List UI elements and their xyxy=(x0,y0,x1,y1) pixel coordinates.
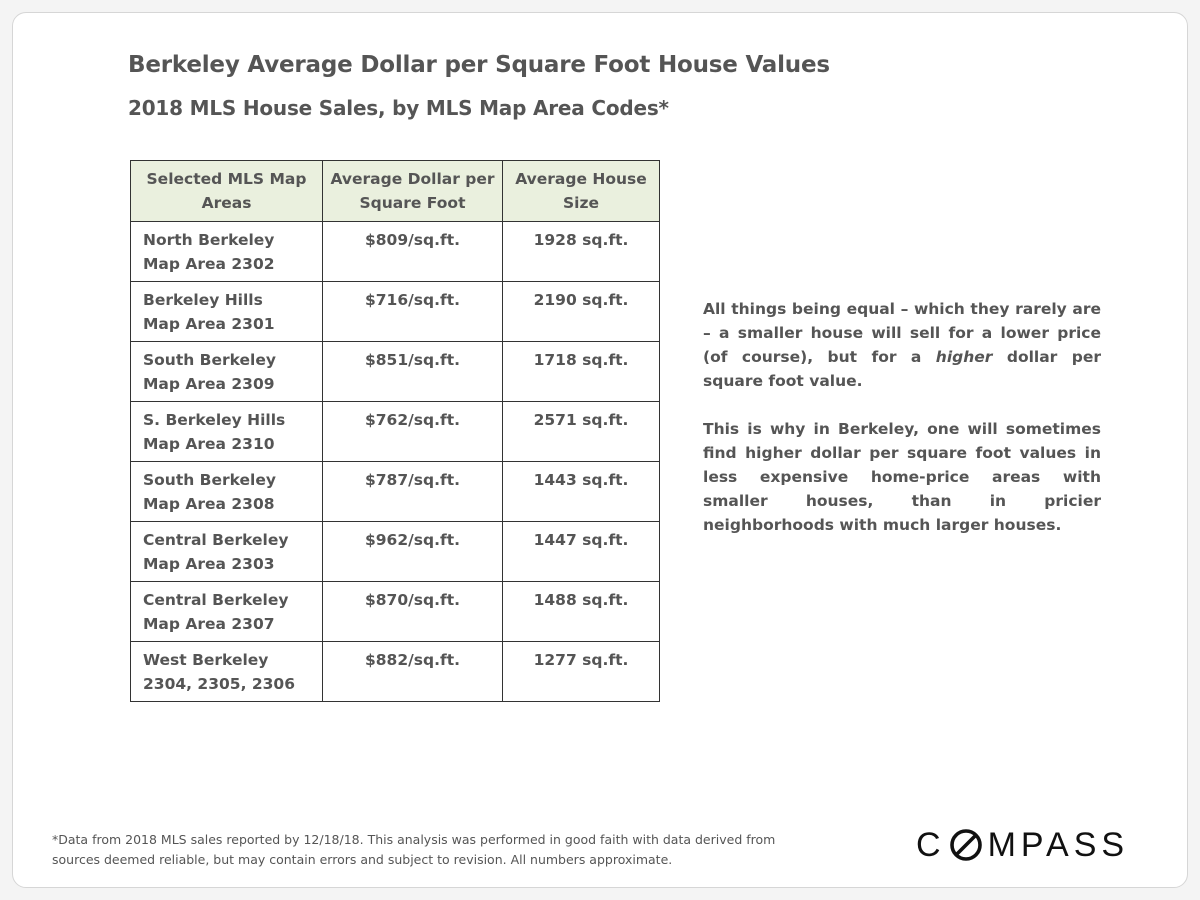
table-row: Central Berkeley Map Area 2307 $870/sq.ft… xyxy=(130,581,660,642)
area-cell: West Berkeley 2304, 2305, 2306 xyxy=(130,641,323,702)
mls-area-table: Selected MLS Map Areas Average Dollar pe… xyxy=(130,160,660,702)
area-name: South Berkeley xyxy=(143,471,276,489)
area-cell: South Berkeley Map Area 2308 xyxy=(130,461,323,522)
area-cell: Central Berkeley Map Area 2303 xyxy=(130,521,323,582)
size-cell: 1718 sq.ft. xyxy=(502,341,660,402)
area-code: Map Area 2308 xyxy=(143,495,275,513)
area-name: South Berkeley xyxy=(143,351,276,369)
column-header-area: Selected MLS Map Areas xyxy=(130,160,323,222)
table-row: S. Berkeley Hills Map Area 2310 $762/sq.f… xyxy=(130,401,660,462)
price-cell: $809/sq.ft. xyxy=(322,221,503,282)
area-code: 2304, 2305, 2306 xyxy=(143,675,295,693)
area-code: Map Area 2301 xyxy=(143,315,275,333)
column-header-size: Average House Size xyxy=(502,160,660,222)
size-cell: 1488 sq.ft. xyxy=(502,581,660,642)
compass-o-icon xyxy=(949,829,982,861)
footnote-line-2: sources deemed reliable, but may contain… xyxy=(52,852,673,867)
area-name: Central Berkeley xyxy=(143,531,289,549)
area-name: Central Berkeley xyxy=(143,591,289,609)
price-cell: $882/sq.ft. xyxy=(322,641,503,702)
size-cell: 1277 sq.ft. xyxy=(502,641,660,702)
logo-letters-rest: MPASS xyxy=(987,825,1130,864)
footnote-line-1: *Data from 2018 MLS sales reported by 12… xyxy=(52,832,776,847)
area-code: Map Area 2309 xyxy=(143,375,275,393)
table-row: Central Berkeley Map Area 2303 $962/sq.ft… xyxy=(130,521,660,582)
explanation-text: All things being equal – which they rare… xyxy=(703,297,1101,561)
logo-letter-c: C xyxy=(916,825,946,864)
area-code: Map Area 2302 xyxy=(143,255,275,273)
explanation-text-part: dollar per square foot value. xyxy=(703,348,1101,390)
table-row: South Berkeley Map Area 2309 $851/sq.ft. … xyxy=(130,341,660,402)
area-cell: South Berkeley Map Area 2309 xyxy=(130,341,323,402)
area-name: West Berkeley xyxy=(143,651,269,669)
area-code: Map Area 2310 xyxy=(143,435,275,453)
area-cell: Central Berkeley Map Area 2307 xyxy=(130,581,323,642)
table-row: North Berkeley Map Area 2302 $809/sq.ft. … xyxy=(130,221,660,282)
area-name: Berkeley Hills xyxy=(143,291,263,309)
size-cell: 1928 sq.ft. xyxy=(502,221,660,282)
page-subtitle: 2018 MLS House Sales, by MLS Map Area Co… xyxy=(128,96,669,120)
table-row: South Berkeley Map Area 2308 $787/sq.ft. … xyxy=(130,461,660,522)
area-name: S. Berkeley Hills xyxy=(143,411,286,429)
data-footnote: *Data from 2018 MLS sales reported by 12… xyxy=(52,830,872,870)
emphasis-higher: higher xyxy=(935,348,993,366)
column-header-price: Average Dollar per Square Foot xyxy=(322,160,503,222)
table-row: West Berkeley 2304, 2305, 2306 $882/sq.ft… xyxy=(130,641,660,702)
area-cell: North Berkeley Map Area 2302 xyxy=(130,221,323,282)
price-cell: $962/sq.ft. xyxy=(322,521,503,582)
area-code: Map Area 2307 xyxy=(143,615,275,633)
area-cell: Berkeley Hills Map Area 2301 xyxy=(130,281,323,342)
price-cell: $787/sq.ft. xyxy=(322,461,503,522)
page-title: Berkeley Average Dollar per Square Foot … xyxy=(128,52,830,78)
area-code: Map Area 2303 xyxy=(143,555,275,573)
size-cell: 1447 sq.ft. xyxy=(502,521,660,582)
price-cell: $762/sq.ft. xyxy=(322,401,503,462)
explanation-paragraph-1: All things being equal – which they rare… xyxy=(703,297,1101,393)
compass-logo: C MPASS xyxy=(916,822,1129,868)
price-cell: $716/sq.ft. xyxy=(322,281,503,342)
table-row: Berkeley Hills Map Area 2301 $716/sq.ft. … xyxy=(130,281,660,342)
area-name: North Berkeley xyxy=(143,231,275,249)
size-cell: 2190 sq.ft. xyxy=(502,281,660,342)
size-cell: 1443 sq.ft. xyxy=(502,461,660,522)
price-cell: $851/sq.ft. xyxy=(322,341,503,402)
area-cell: S. Berkeley Hills Map Area 2310 xyxy=(130,401,323,462)
table-header-row: Selected MLS Map Areas Average Dollar pe… xyxy=(130,160,660,222)
explanation-text-part: All things being equal – which they rare… xyxy=(703,300,1101,366)
size-cell: 2571 sq.ft. xyxy=(502,401,660,462)
price-cell: $870/sq.ft. xyxy=(322,581,503,642)
explanation-paragraph-2: This is why in Berkeley, one will someti… xyxy=(703,420,1101,534)
